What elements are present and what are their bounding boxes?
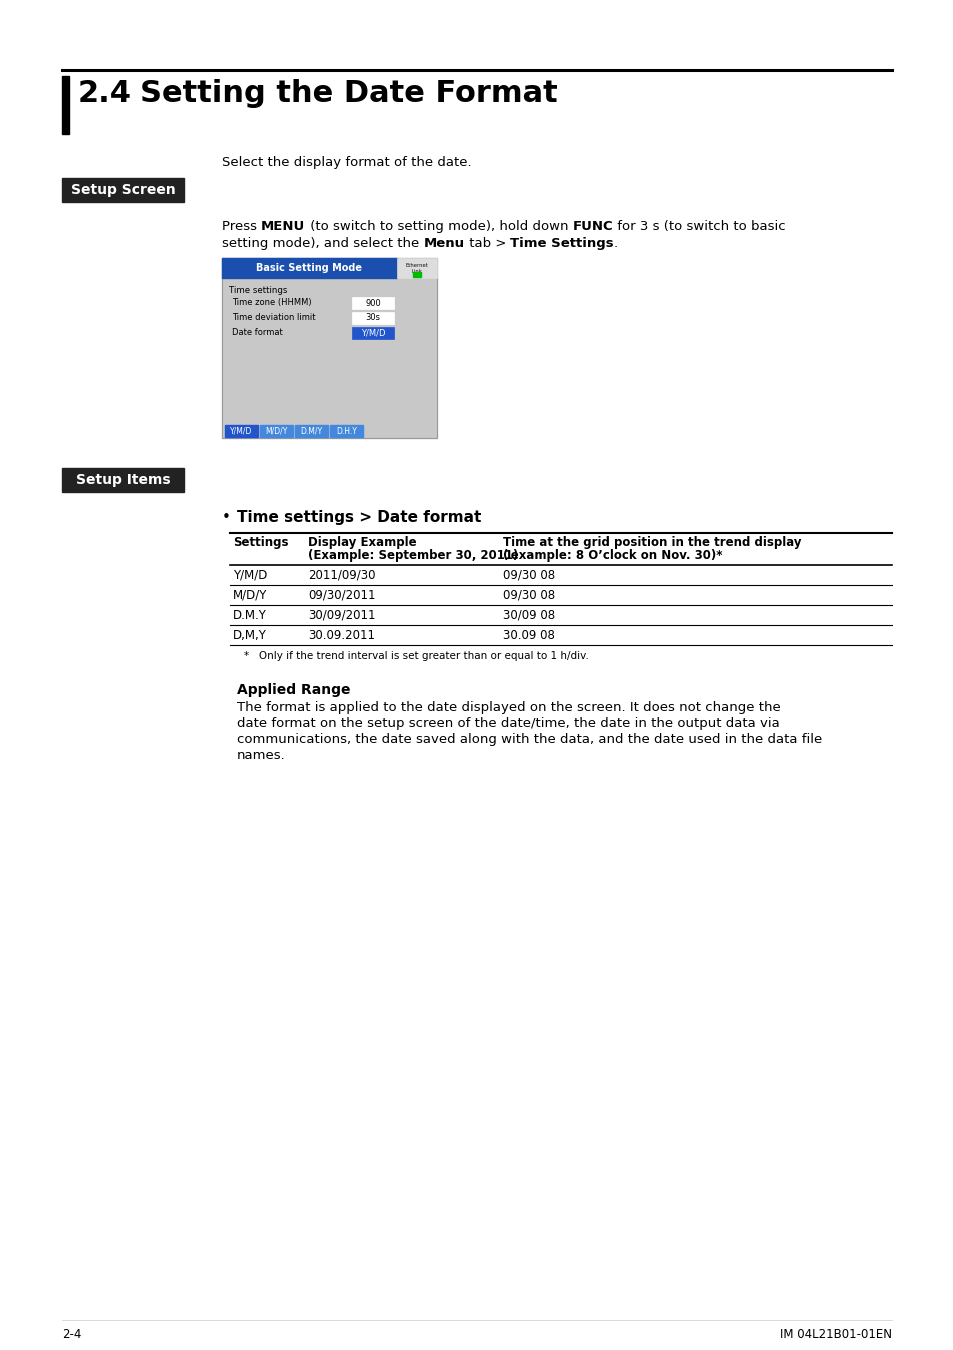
Text: 30.09.2011: 30.09.2011: [308, 629, 375, 643]
Bar: [222, 258, 436, 437]
Text: setting mode), and select the: setting mode), and select the: [222, 238, 423, 250]
Text: (Example: September 30, 2011): (Example: September 30, 2011): [308, 549, 517, 562]
Text: Time settings: Time settings: [229, 286, 287, 296]
Text: Date format: Date format: [232, 328, 282, 338]
Text: D.M/Y: D.M/Y: [300, 427, 322, 436]
Bar: [413, 271, 420, 277]
Text: 09/30 08: 09/30 08: [502, 589, 555, 602]
Text: •: •: [222, 510, 240, 525]
Text: Time at the grid position in the trend display: Time at the grid position in the trend d…: [502, 536, 801, 549]
Text: Menu: Menu: [423, 238, 464, 250]
Bar: [222, 258, 396, 278]
Text: 2-4: 2-4: [62, 1328, 81, 1341]
Bar: [222, 258, 436, 437]
Text: Setup Items: Setup Items: [75, 472, 171, 487]
Text: Y/M/D: Y/M/D: [360, 328, 385, 338]
Text: 2011/09/30: 2011/09/30: [308, 568, 375, 582]
Text: Display Example: Display Example: [308, 536, 416, 549]
Text: MENU: MENU: [261, 220, 305, 234]
Text: 30s: 30s: [365, 313, 380, 323]
Text: Applied Range: Applied Range: [236, 683, 350, 697]
Text: 30.09 08: 30.09 08: [502, 629, 555, 643]
Text: (to switch to setting mode), hold down: (to switch to setting mode), hold down: [305, 220, 572, 234]
Text: Setup Screen: Setup Screen: [71, 184, 175, 197]
Text: IM 04L21B01-01EN: IM 04L21B01-01EN: [780, 1328, 891, 1341]
Bar: [225, 425, 257, 437]
Text: Time deviation limit: Time deviation limit: [232, 313, 315, 323]
Text: Y/M/D: Y/M/D: [230, 427, 253, 436]
Text: *   Only if the trend interval is set greater than or equal to 1 h/div.: * Only if the trend interval is set grea…: [244, 651, 588, 661]
Text: communications, the date saved along with the data, and the date used in the dat: communications, the date saved along wit…: [236, 733, 821, 747]
Text: M/D/Y: M/D/Y: [265, 427, 288, 436]
Text: tab >: tab >: [464, 238, 510, 250]
Bar: [330, 425, 363, 437]
Text: Select the display format of the date.: Select the display format of the date.: [222, 157, 471, 169]
Text: Basic Setting Mode: Basic Setting Mode: [256, 263, 362, 273]
Text: Time settings > Date format: Time settings > Date format: [236, 510, 481, 525]
Text: 30/09/2011: 30/09/2011: [308, 609, 375, 622]
Text: D.M.Y: D.M.Y: [233, 609, 267, 622]
Text: 30/09 08: 30/09 08: [502, 609, 555, 622]
Text: The format is applied to the date displayed on the screen. It does not change th: The format is applied to the date displa…: [236, 701, 780, 714]
Text: M/D/Y: M/D/Y: [233, 589, 267, 602]
Text: Ethernet
Link: Ethernet Link: [405, 263, 428, 274]
Bar: [294, 425, 328, 437]
Text: Setting the Date Format: Setting the Date Format: [140, 80, 558, 108]
Text: 900: 900: [365, 298, 380, 308]
Bar: [352, 327, 394, 339]
Bar: [260, 425, 293, 437]
Text: FUNC: FUNC: [572, 220, 612, 234]
Text: ( example: 8 O’clock on Nov. 30)*: ( example: 8 O’clock on Nov. 30)*: [502, 549, 721, 562]
Bar: [62, 468, 184, 491]
Text: date format on the setup screen of the date/time, the date in the output data vi: date format on the setup screen of the d…: [236, 717, 779, 730]
Bar: [62, 178, 184, 202]
Text: Time Settings: Time Settings: [510, 238, 614, 250]
Text: Y/M/D: Y/M/D: [233, 568, 267, 582]
Text: 09/30 08: 09/30 08: [502, 568, 555, 582]
Text: Press: Press: [222, 220, 261, 234]
Text: D.H.Y: D.H.Y: [335, 427, 356, 436]
Bar: [352, 297, 394, 309]
Bar: [396, 258, 436, 278]
Text: Settings: Settings: [233, 536, 288, 549]
Text: names.: names.: [236, 749, 286, 761]
Text: for 3 s (to switch to basic: for 3 s (to switch to basic: [612, 220, 784, 234]
Text: 09/30/2011: 09/30/2011: [308, 589, 375, 602]
Text: .: .: [614, 238, 618, 250]
Bar: [62, 76, 69, 134]
Text: Time zone (HHMM): Time zone (HHMM): [232, 298, 312, 306]
Bar: [352, 312, 394, 324]
Text: 2.4: 2.4: [78, 80, 132, 108]
Text: D,M,Y: D,M,Y: [233, 629, 267, 643]
